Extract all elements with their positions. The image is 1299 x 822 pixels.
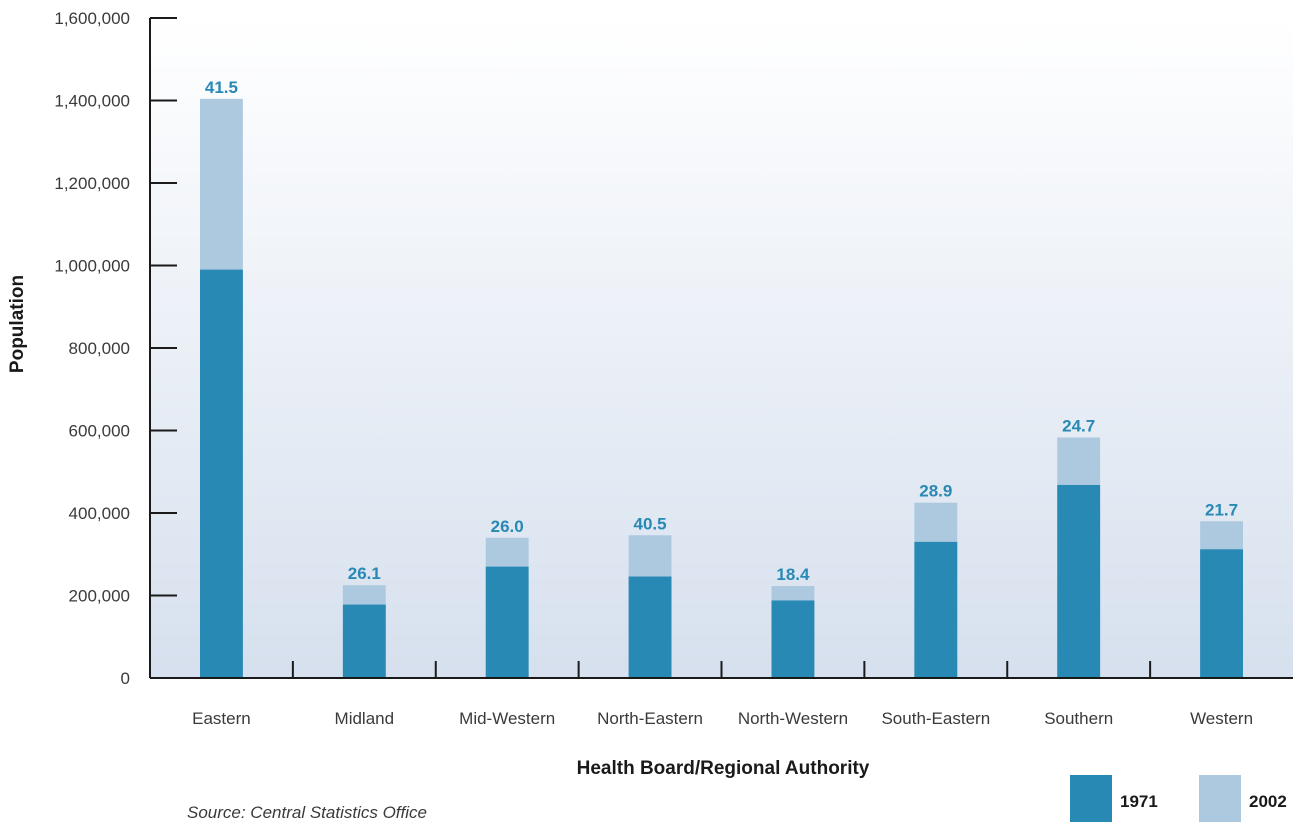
data-label: 41.5 [205,78,238,97]
bar-1971 [628,576,672,678]
category-label: South-Eastern [881,709,990,728]
legend: 1971 2002 [1070,775,1287,822]
category-label: Southern [1044,709,1113,728]
bar-1971 [342,604,386,678]
y-tick-label: 0 [121,669,130,688]
category-label: Mid-Western [459,709,555,728]
legend-swatch-2002 [1199,775,1241,822]
y-tick-label: 800,000 [69,339,130,358]
y-tick-label: 1,000,000 [54,257,130,276]
bar-1971 [914,541,958,678]
category-label: Western [1190,709,1253,728]
category-label: Midland [335,709,395,728]
source-note: Source: Central Statistics Office [187,803,427,822]
data-label: 18.4 [776,565,810,584]
y-tick-label: 1,600,000 [54,9,130,28]
data-label: 28.9 [919,482,952,501]
category-label: Eastern [192,709,251,728]
legend-swatch-1971 [1070,775,1112,822]
y-tick-label: 600,000 [69,422,130,441]
legend-label-1971: 1971 [1120,792,1158,811]
y-tick-label: 1,400,000 [54,92,130,111]
data-label: 21.7 [1205,500,1238,519]
bar-1971 [1200,549,1243,678]
x-axis-title: Health Board/Regional Authority [577,758,870,779]
bar-1971 [1057,484,1101,678]
bar-1971 [200,269,243,678]
y-tick-label: 1,200,000 [54,174,130,193]
y-axis-title: Population [7,275,28,373]
category-label: North-Eastern [597,709,703,728]
data-label: 40.5 [634,514,667,533]
y-tick-label: 200,000 [69,587,130,606]
category-label: North-Western [738,709,848,728]
data-label: 26.0 [491,517,524,536]
data-label: 24.7 [1062,417,1095,436]
bar-1971 [771,600,815,678]
y-tick-label: 400,000 [69,504,130,523]
plot-background [150,18,1293,678]
bar-1971 [485,566,529,678]
data-label: 26.1 [348,564,381,583]
legend-label-2002: 2002 [1249,792,1287,811]
